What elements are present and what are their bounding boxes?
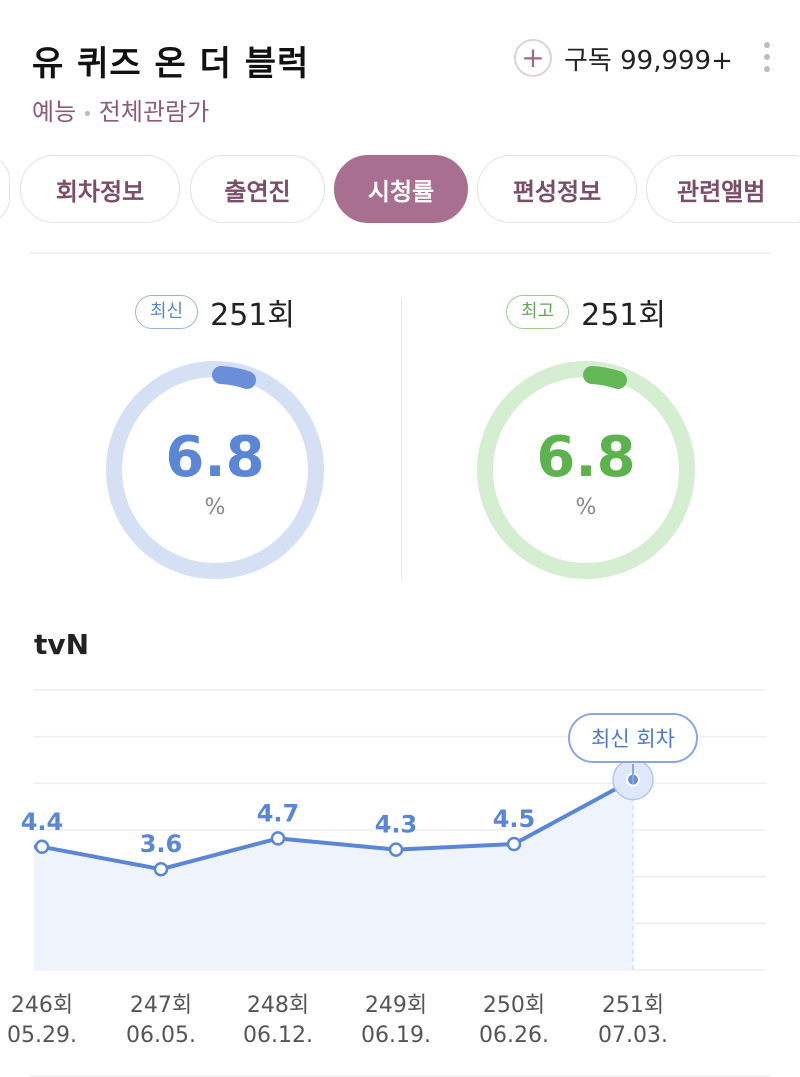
highest-ring bbox=[477, 361, 695, 579]
x-tick-date: 06.19. bbox=[361, 1023, 431, 1048]
highest-badge: 최고 bbox=[506, 295, 570, 329]
annotation-bubble bbox=[568, 713, 698, 763]
data-label: 3.6 bbox=[140, 830, 183, 858]
plus-icon: + bbox=[514, 39, 552, 77]
program-meta: 예능 • 전체관람가 bbox=[32, 92, 209, 127]
data-label: 4.5 bbox=[493, 805, 536, 833]
bottom-divider bbox=[30, 1075, 770, 1077]
highest-episode: 251회 bbox=[581, 298, 666, 333]
latest-ring bbox=[106, 361, 324, 579]
subscribe-count: 구독 99,999+ bbox=[564, 45, 733, 76]
x-tick-label: 247회 bbox=[130, 993, 192, 1018]
subscribe-button[interactable]: + 구독 99,999+ bbox=[514, 38, 733, 78]
highest-rating-gauge: 최고 251회 6.8 % bbox=[406, 290, 766, 590]
data-point bbox=[270, 831, 286, 846]
highest-gauge-header: 최고 251회 bbox=[406, 290, 766, 334]
highest-ring-fill bbox=[583, 366, 627, 389]
tab-episode-info[interactable]: 회차정보 bbox=[20, 155, 180, 223]
x-tick-label: 250회 bbox=[483, 993, 545, 1018]
program-title: 유 퀴즈 온 더 블럭 bbox=[32, 44, 310, 84]
tab-ratings[interactable]: 시청률 bbox=[334, 155, 468, 223]
data-point bbox=[388, 842, 404, 857]
tab-bar: 회차정보 출연진 시청률 편성정보 관련앨범 bbox=[0, 155, 800, 225]
tab-partial-left[interactable] bbox=[0, 155, 10, 223]
data-point bbox=[34, 839, 50, 855]
tab-related-album[interactable]: 관련앨범 bbox=[646, 155, 800, 223]
separator-dot: • bbox=[82, 104, 93, 125]
x-tick-date: 05.29. bbox=[7, 1023, 77, 1048]
data-label: 4.7 bbox=[257, 799, 300, 827]
gauge-divider bbox=[401, 298, 402, 580]
data-label: 4.3 bbox=[375, 811, 418, 839]
data-label: 4.4 bbox=[21, 808, 64, 836]
genre-label: 예능 bbox=[32, 98, 77, 126]
x-tick-label: 249회 bbox=[365, 993, 427, 1018]
program-header: 유 퀴즈 온 더 블럭 예능 • 전체관람가 + 구독 99,999+ bbox=[0, 0, 800, 140]
x-tick-label: 246회 bbox=[11, 993, 73, 1018]
x-tick-date: 06.26. bbox=[479, 1023, 549, 1048]
data-point bbox=[506, 836, 522, 852]
highest-value: 6.8 bbox=[536, 425, 636, 490]
ratings-line-chart: 4.43.64.74.34.56.8최신 회차246회05.29.247회06.… bbox=[7, 689, 766, 1048]
x-tick-date: 06.05. bbox=[126, 1023, 196, 1048]
annotation-label: 최신 회차 bbox=[591, 727, 675, 751]
latest-ring-fill bbox=[212, 366, 256, 389]
section-divider bbox=[30, 252, 770, 254]
x-tick-label: 251회 bbox=[602, 993, 664, 1018]
more-options-icon[interactable] bbox=[762, 42, 772, 72]
tab-schedule[interactable]: 편성정보 bbox=[477, 155, 637, 223]
latest-gauge-header: 최신 251회 bbox=[35, 290, 395, 334]
x-tick-date: 07.03. bbox=[598, 1023, 668, 1048]
tab-cast[interactable]: 출연진 bbox=[190, 155, 325, 223]
x-tick-label: 248회 bbox=[247, 993, 309, 1018]
latest-badge: 최신 bbox=[135, 295, 199, 329]
latest-rating-gauge: 최신 251회 6.8 % bbox=[35, 290, 395, 590]
latest-unit: % bbox=[204, 495, 226, 520]
data-point bbox=[153, 861, 169, 877]
channel-name: tvN bbox=[34, 628, 90, 661]
latest-value: 6.8 bbox=[165, 425, 265, 490]
latest-episode: 251회 bbox=[210, 298, 295, 333]
highest-unit: % bbox=[575, 495, 597, 520]
x-tick-date: 06.12. bbox=[243, 1023, 313, 1048]
age-rating-label: 전체관람가 bbox=[98, 98, 210, 126]
area-fill bbox=[34, 779, 633, 970]
